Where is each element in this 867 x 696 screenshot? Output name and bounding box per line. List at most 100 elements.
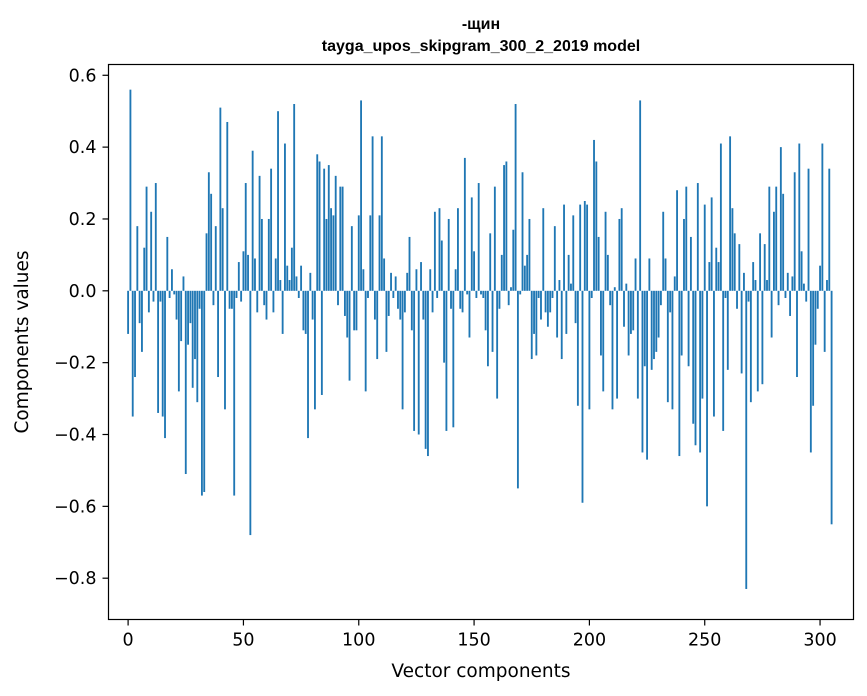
bar-component-192 <box>570 283 572 291</box>
bar-component-80 <box>311 290 314 320</box>
bar-component-177 <box>535 290 538 356</box>
bar-component-26 <box>187 290 189 345</box>
bar-component-299 <box>816 290 819 309</box>
bar-component-22 <box>177 290 180 392</box>
bar-component-164 <box>505 161 508 291</box>
bar-component-179 <box>540 290 542 320</box>
bar-component-24 <box>182 276 185 291</box>
bar-component-152 <box>477 183 480 291</box>
bar-component-294 <box>805 290 808 302</box>
bar-component-295 <box>807 168 810 291</box>
bar-component-104 <box>367 290 369 298</box>
x-axis-label: Vector components <box>391 661 570 682</box>
bar-component-175 <box>530 290 533 360</box>
bar-component-304 <box>828 168 831 291</box>
bar-component-227 <box>650 290 653 370</box>
bar-component-0 <box>127 290 130 334</box>
bar-component-126 <box>417 290 420 435</box>
bar-component-197 <box>581 290 584 503</box>
bar-component-62 <box>270 168 273 291</box>
bar-component-65 <box>277 111 279 291</box>
bar-component-76 <box>302 290 305 331</box>
bar-component-29 <box>194 290 196 360</box>
bar-component-89 <box>332 215 335 291</box>
x-tick-label: 50 <box>232 631 254 651</box>
bar-component-15 <box>161 290 164 417</box>
bar-component-257 <box>719 143 722 291</box>
bar-component-248 <box>699 290 702 453</box>
bar-component-202 <box>593 139 595 291</box>
bar-component-156 <box>487 290 489 367</box>
bar-component-72 <box>293 104 296 291</box>
bar-component-128 <box>422 290 425 320</box>
y-axis: −0.8 −0.6 −0.4 −0.2 0.0 0.2 0.4 0.6 <box>54 66 109 589</box>
bar-component-93 <box>341 186 344 291</box>
bar-component-140 <box>450 290 452 309</box>
bar-component-254 <box>713 290 715 417</box>
bar-component-282 <box>777 290 780 306</box>
bar-component-181 <box>544 290 547 313</box>
bar-component-272 <box>754 280 757 291</box>
bar-component-42 <box>224 290 226 410</box>
bar-component-134 <box>436 290 439 298</box>
bar-component-261 <box>729 136 732 291</box>
bar-component-232 <box>662 211 665 291</box>
bar-component-125 <box>415 269 418 291</box>
bar-component-154 <box>482 290 485 298</box>
bar-component-245 <box>692 290 695 424</box>
bar-component-102 <box>362 269 365 291</box>
bar-component-259 <box>724 290 727 298</box>
bar-component-54 <box>251 150 254 291</box>
bar-component-280 <box>773 211 775 291</box>
bar-component-88 <box>330 208 332 291</box>
bar-component-67 <box>281 290 284 334</box>
bar-component-155 <box>484 290 487 331</box>
bar-component-8 <box>145 186 148 291</box>
bar-component-270 <box>749 290 752 403</box>
bar-component-174 <box>528 218 531 291</box>
bar-component-83 <box>318 161 321 291</box>
bar-component-158 <box>491 290 494 352</box>
bar-component-107 <box>373 290 376 320</box>
bar-component-166 <box>510 287 512 291</box>
bar-component-55 <box>254 258 256 291</box>
bar-component-221 <box>636 290 639 399</box>
bar-component-172 <box>523 265 526 291</box>
bar-component-31 <box>198 290 201 309</box>
bar-component-92 <box>339 186 342 291</box>
bar-component-111 <box>383 258 386 291</box>
bar-component-75 <box>300 265 303 291</box>
bar-component-46 <box>233 290 236 496</box>
bar-component-145 <box>461 290 464 313</box>
bar-component-27 <box>189 290 192 324</box>
bar-component-288 <box>791 276 794 291</box>
bar-component-229 <box>655 290 658 352</box>
bar-component-87 <box>327 165 330 291</box>
bar-component-38 <box>214 226 217 291</box>
bar-component-146 <box>463 157 466 291</box>
y-tick-label: 0.6 <box>69 66 97 86</box>
bar-component-56 <box>256 290 259 313</box>
bar-component-190 <box>565 290 568 334</box>
bar-component-298 <box>814 290 817 345</box>
bar-component-150 <box>473 251 476 291</box>
bar-component-283 <box>779 147 782 291</box>
bar-component-219 <box>632 290 635 331</box>
bar-component-211 <box>613 287 616 291</box>
bar-component-276 <box>763 244 766 291</box>
bar-component-37 <box>212 290 215 306</box>
bar-component-290 <box>796 290 798 378</box>
bar-component-52 <box>247 254 249 291</box>
bar-component-43 <box>226 121 229 291</box>
bar-component-274 <box>759 233 762 291</box>
bar-component-214 <box>620 208 623 291</box>
bar-component-66 <box>279 280 282 291</box>
x-tick-label: 0 <box>123 631 134 651</box>
bar-component-122 <box>408 236 411 291</box>
bar-component-127 <box>420 262 422 291</box>
bar-component-246 <box>694 290 697 446</box>
bar-component-223 <box>641 290 644 453</box>
bar-component-264 <box>736 290 738 309</box>
x-tick-label: 100 <box>342 631 375 651</box>
bar-component-180 <box>542 208 545 291</box>
